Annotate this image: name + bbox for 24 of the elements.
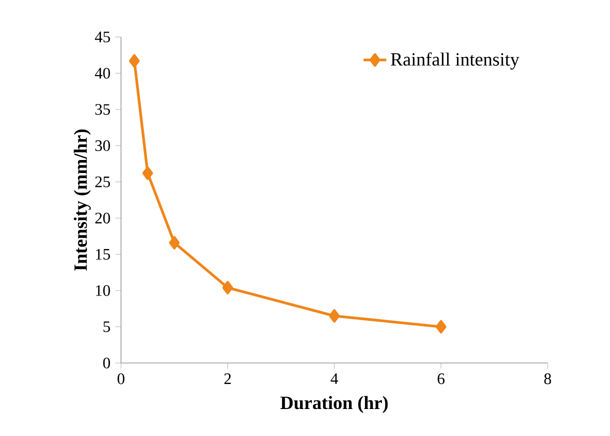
point — [142, 166, 153, 180]
y-tick-label: 20 — [95, 212, 110, 224]
y-tick-label: 40 — [94, 68, 110, 79]
y-tick-label: 10 — [96, 285, 110, 296]
x-tick-label: 6 — [438, 373, 445, 384]
y-tick-label: 25 — [95, 176, 110, 188]
point — [329, 309, 340, 323]
x-tick-label: 4 — [330, 373, 338, 384]
point — [129, 54, 140, 68]
y-tick-label: 45 — [94, 32, 110, 42]
x-tick-label: 8 — [544, 373, 552, 384]
y-tick-label: 5 — [104, 321, 110, 332]
legend-label: Rainfall intensity — [390, 52, 520, 70]
point — [436, 320, 446, 334]
y-tick-label: 35 — [95, 104, 110, 115]
x-tick-label: 0 — [118, 373, 124, 384]
y-tick-label: 30 — [95, 140, 110, 152]
x-tick-label: 2 — [224, 373, 231, 384]
point — [169, 236, 180, 250]
y-axis-title: Intensity (mm/hr) — [74, 130, 91, 271]
y-tick-label: 15 — [96, 248, 110, 260]
point — [222, 280, 234, 294]
y-tick-label: 0 — [103, 358, 110, 368]
x-axis-title: Duration (hr) — [280, 396, 388, 413]
